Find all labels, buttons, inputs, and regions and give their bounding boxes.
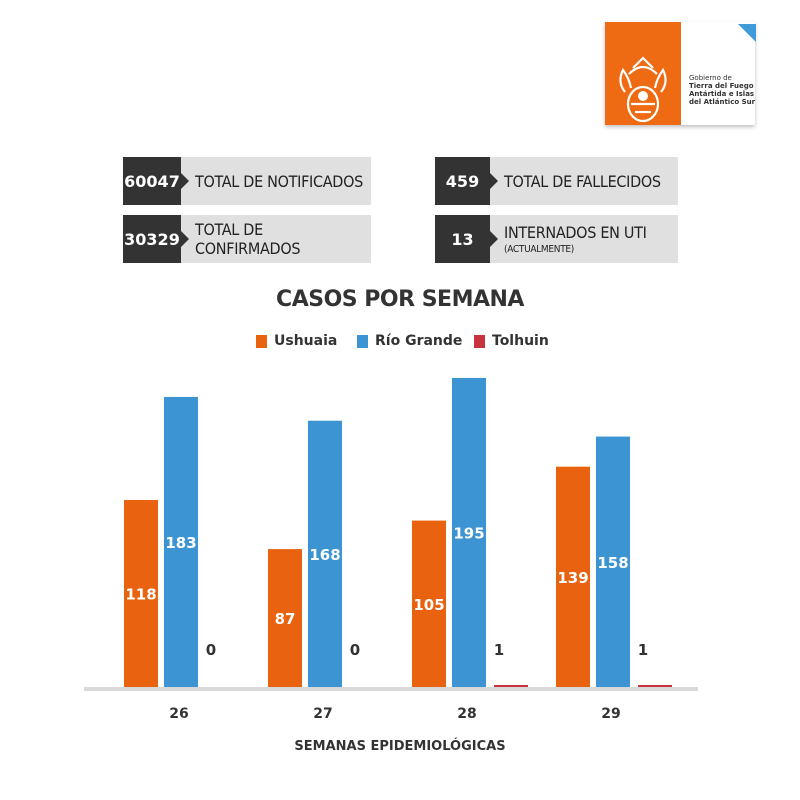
legend-swatch-rio-grande <box>357 334 368 348</box>
data-label-ushuaia-29: 139 <box>557 569 588 587</box>
bar-tolhuin-28 <box>494 685 528 687</box>
stat-confirmados: 30329 TOTAL DE CONFIRMADOS <box>123 215 371 263</box>
chart-legend: Ushuaia Río Grande Tolhuin <box>0 333 800 353</box>
x-tick-label-29: 29 <box>601 706 620 722</box>
stat-fallecidos: 459 TOTAL DE FALLECIDOS <box>435 157 678 205</box>
legend-label-rio-grande: Río Grande <box>375 333 463 349</box>
stat-confirmados-value: 30329 <box>123 215 189 263</box>
bar-ushuaia-27 <box>268 549 302 687</box>
data-label-tolhuin-27: 0 <box>350 641 360 659</box>
bar-ushuaia-29 <box>556 466 590 687</box>
bar-ushuaia-28 <box>412 520 446 687</box>
data-label-tolhuin-26: 0 <box>206 641 216 659</box>
stat-internados-label-group: INTERNADOS EN UTI (ACTUALMENTE) <box>490 215 678 263</box>
data-label-ushuaia-27: 87 <box>275 610 296 628</box>
legend-label-ushuaia: Ushuaia <box>274 333 338 349</box>
logo-text-line2: Tierra del Fuego <box>689 82 754 90</box>
stat-internados-value: 13 <box>435 215 498 263</box>
legend-swatch-tolhuin <box>474 334 485 348</box>
stat-notificados: 60047 TOTAL DE NOTIFICADOS <box>123 157 371 205</box>
data-label-rio-grande-29: 158 <box>597 554 628 572</box>
stat-internados-sublabel: (ACTUALMENTE) <box>504 244 574 255</box>
stat-fallecidos-label: TOTAL DE FALLECIDOS <box>490 157 678 205</box>
bar-rio-grande-26 <box>164 396 198 687</box>
data-label-rio-grande-26: 183 <box>165 534 196 552</box>
data-label-rio-grande-27: 168 <box>309 546 340 564</box>
x-tick-label-28: 28 <box>457 706 476 722</box>
legend-item-ushuaia: Ushuaia <box>256 333 337 349</box>
legend-item-tolhuin: Tolhuin <box>474 333 549 349</box>
data-label-tolhuin-29: 1 <box>638 641 648 659</box>
legend-item-rio-grande: Río Grande <box>357 333 462 349</box>
logo-background <box>605 22 681 125</box>
x-axis-title: SEMANAS EPIDEMIOLÓGICAS <box>294 739 506 754</box>
legend-label-tolhuin: Tolhuin <box>492 333 549 349</box>
bar-ushuaia-26 <box>124 499 158 687</box>
data-label-ushuaia-28: 105 <box>413 596 444 614</box>
x-axis-baseline <box>84 687 698 691</box>
stat-notificados-label: TOTAL DE NOTIFICADOS <box>181 157 371 205</box>
stat-fallecidos-value: 459 <box>435 157 498 205</box>
chart-title: CASOS POR SEMANA <box>276 287 524 312</box>
stat-confirmados-label: TOTAL DE CONFIRMADOS <box>181 215 371 263</box>
stat-notificados-value: 60047 <box>123 157 189 205</box>
x-tick-label-26: 26 <box>169 706 188 722</box>
logo-card: Gobierno de Tierra del Fuego Antártida e… <box>605 22 755 125</box>
data-label-ushuaia-26: 118 <box>125 585 156 603</box>
logo-text-line1: Gobierno de <box>689 74 732 82</box>
legend-swatch-ushuaia <box>256 334 267 348</box>
bar-rio-grande-27 <box>308 420 342 687</box>
stat-internados: 13 INTERNADOS EN UTI (ACTUALMENTE) <box>435 215 678 263</box>
logo-text-line3: Antártida e Islas <box>689 90 755 98</box>
data-label-tolhuin-28: 1 <box>494 641 504 659</box>
logo-text-line4: del Atlántico Sur <box>689 98 756 106</box>
stat-internados-label: INTERNADOS EN UTI <box>504 223 647 242</box>
bar-rio-grande-28 <box>452 377 486 687</box>
bar-tolhuin-29 <box>638 685 672 687</box>
corner-triangle-decoration <box>738 24 756 42</box>
x-tick-label-27: 27 <box>313 706 332 722</box>
bar-rio-grande-29 <box>596 436 630 687</box>
provincial-seal-icon <box>619 56 667 123</box>
data-label-rio-grande-28: 195 <box>453 524 484 542</box>
logo-text: Gobierno de Tierra del Fuego Antártida e… <box>689 74 759 106</box>
